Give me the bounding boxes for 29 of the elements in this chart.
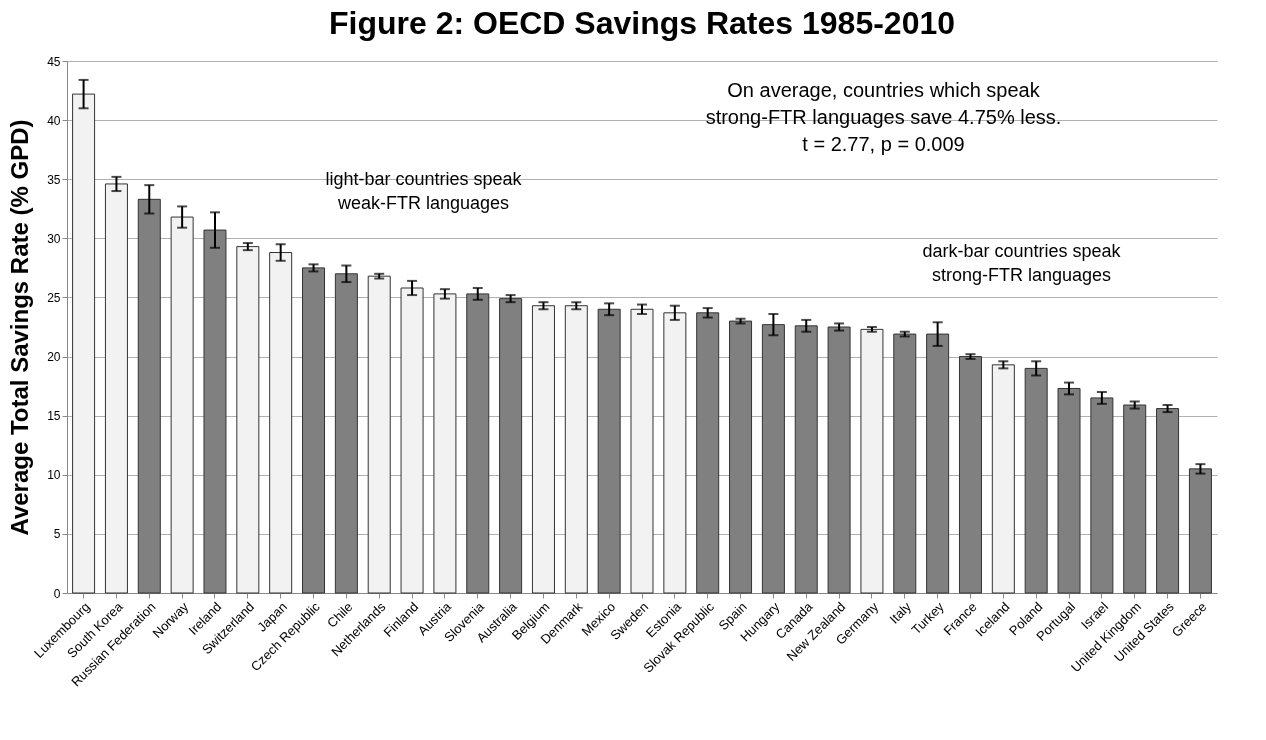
annotation: dark-bar countries speak strong-FTR languages <box>922 241 1122 285</box>
bar <box>531 305 555 594</box>
annotation: On average, countries which speak strong-FTR languages save 4.75% less. t = 2.77, p = 0.009 <box>705 79 1062 155</box>
y-tick-label: 20 <box>47 350 61 365</box>
y-tick-label: 5 <box>53 527 61 542</box>
y-tick-label: 0 <box>53 586 61 601</box>
bar <box>630 308 654 594</box>
bar <box>860 328 884 594</box>
y-tick-label: 10 <box>47 468 61 483</box>
bar <box>170 216 194 594</box>
y-tick-label: 30 <box>47 231 61 246</box>
bar <box>564 305 588 594</box>
y-tick-label: 35 <box>47 172 61 187</box>
bar <box>433 293 457 594</box>
bar <box>991 364 1015 594</box>
y-tick-label: 25 <box>47 290 61 305</box>
y-tick-label: 15 <box>47 409 61 424</box>
y-axis-title: Average Total Savings Rate (% GPD) <box>6 119 34 536</box>
bar <box>663 312 687 594</box>
bar <box>367 275 391 594</box>
bar <box>269 252 293 594</box>
annotation: light-bar countries speak weak-FTR languages <box>325 169 523 213</box>
bar <box>400 287 424 594</box>
chart-title: Figure 2: OECD Savings Rates 1985-2010 <box>328 5 956 41</box>
bar <box>104 183 128 594</box>
bar <box>72 93 96 594</box>
bar <box>236 246 260 594</box>
y-tick-label: 45 <box>47 54 61 69</box>
y-tick-label: 40 <box>47 113 61 128</box>
